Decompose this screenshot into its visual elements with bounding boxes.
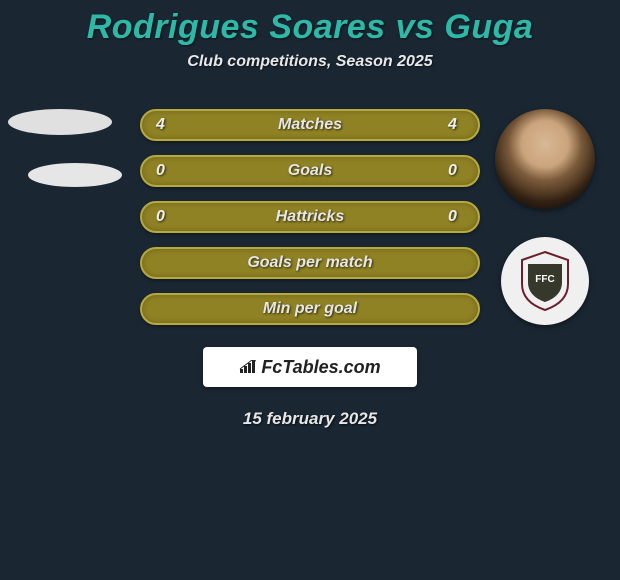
stat-left-value: 0	[156, 162, 172, 180]
stat-right-value: 4	[448, 116, 464, 134]
left-crest-placeholder	[28, 163, 122, 187]
stat-row-goals-per-match: Goals per match	[140, 247, 480, 279]
branding-text: FcTables.com	[261, 357, 380, 378]
stat-right-value: 0	[448, 208, 464, 226]
left-photo-placeholder	[8, 109, 112, 135]
stat-left-value: 4	[156, 116, 172, 134]
left-player-column	[8, 109, 118, 187]
right-player-column: FFC	[490, 109, 600, 325]
crest-shield-icon: FFC	[518, 250, 572, 312]
stat-row-matches: 4 Matches 4	[140, 109, 480, 141]
stat-right-value: 0	[448, 162, 464, 180]
comparison-card: Rodrigues Soares vs Guga Club competitio…	[0, 0, 620, 429]
chart-icon	[239, 360, 257, 374]
stat-rows: 4 Matches 4 0 Goals 0 0 Hattricks 0 Goal…	[140, 109, 480, 325]
stat-row-hattricks: 0 Hattricks 0	[140, 201, 480, 233]
stat-label: Hattricks	[276, 208, 344, 226]
page-title: Rodrigues Soares vs Guga	[0, 8, 620, 47]
comparison-date: 15 february 2025	[0, 409, 620, 429]
right-club-crest: FFC	[501, 237, 589, 325]
stat-label: Matches	[278, 116, 342, 134]
right-player-photo	[495, 109, 595, 209]
stat-label: Goals per match	[247, 254, 372, 272]
subtitle: Club competitions, Season 2025	[0, 53, 620, 71]
stat-label: Min per goal	[263, 300, 357, 318]
branding-badge: FcTables.com	[203, 347, 417, 387]
stat-left-value: 0	[156, 208, 172, 226]
main-area: FFC 4 Matches 4 0 Goals 0 0 Hattricks 0	[0, 109, 620, 429]
stat-row-min-per-goal: Min per goal	[140, 293, 480, 325]
stat-label: Goals	[288, 162, 332, 180]
svg-text:FFC: FFC	[535, 274, 554, 285]
stat-row-goals: 0 Goals 0	[140, 155, 480, 187]
